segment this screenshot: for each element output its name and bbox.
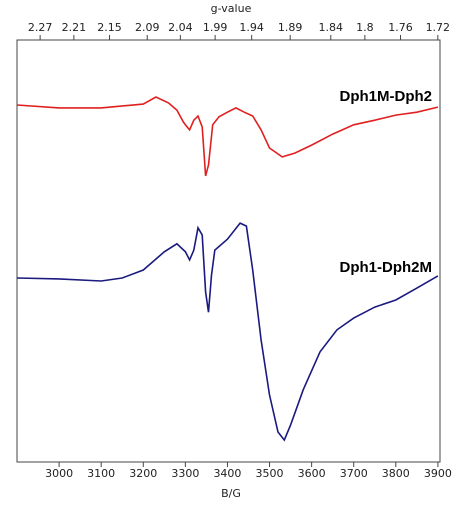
x-tick-label: 3100 [87, 467, 115, 480]
x-tick-label: 3500 [256, 467, 284, 480]
series-label: Dph1-Dph2M [340, 259, 433, 276]
top-tick-label: 2.27 [28, 21, 53, 34]
top-tick-label: 1.8 [356, 21, 374, 34]
x-tick-label: 3300 [171, 467, 199, 480]
x-axis-title: B/G [221, 487, 241, 500]
series-label: Dph1M-Dph2 [340, 88, 433, 105]
top-tick-label: 2.21 [62, 21, 87, 34]
top-tick-label: 2.09 [135, 21, 160, 34]
top-axis-title: g-value [211, 2, 252, 15]
x-tick-label: 3200 [129, 467, 157, 480]
x-tick-label: 3900 [424, 467, 452, 480]
x-tick-label: 3400 [213, 467, 241, 480]
top-tick-label: 1.99 [203, 21, 228, 34]
top-tick-label: 1.72 [426, 21, 451, 34]
top-tick-label: 2.04 [168, 21, 193, 34]
x-tick-label: 3700 [340, 467, 368, 480]
x-tick-label: 3000 [45, 467, 73, 480]
plot-frame [16, 39, 441, 463]
x-tick-label: 3600 [298, 467, 326, 480]
top-tick-label: 2.15 [97, 21, 122, 34]
top-tick-label: 1.84 [319, 21, 344, 34]
x-tick-label: 3800 [382, 467, 410, 480]
top-tick-label: 1.89 [278, 21, 303, 34]
top-tick-label: 1.94 [239, 21, 264, 34]
spectrum-line [16, 96, 439, 177]
spectrum-line [16, 222, 439, 442]
top-tick-label: 1.76 [388, 21, 413, 34]
